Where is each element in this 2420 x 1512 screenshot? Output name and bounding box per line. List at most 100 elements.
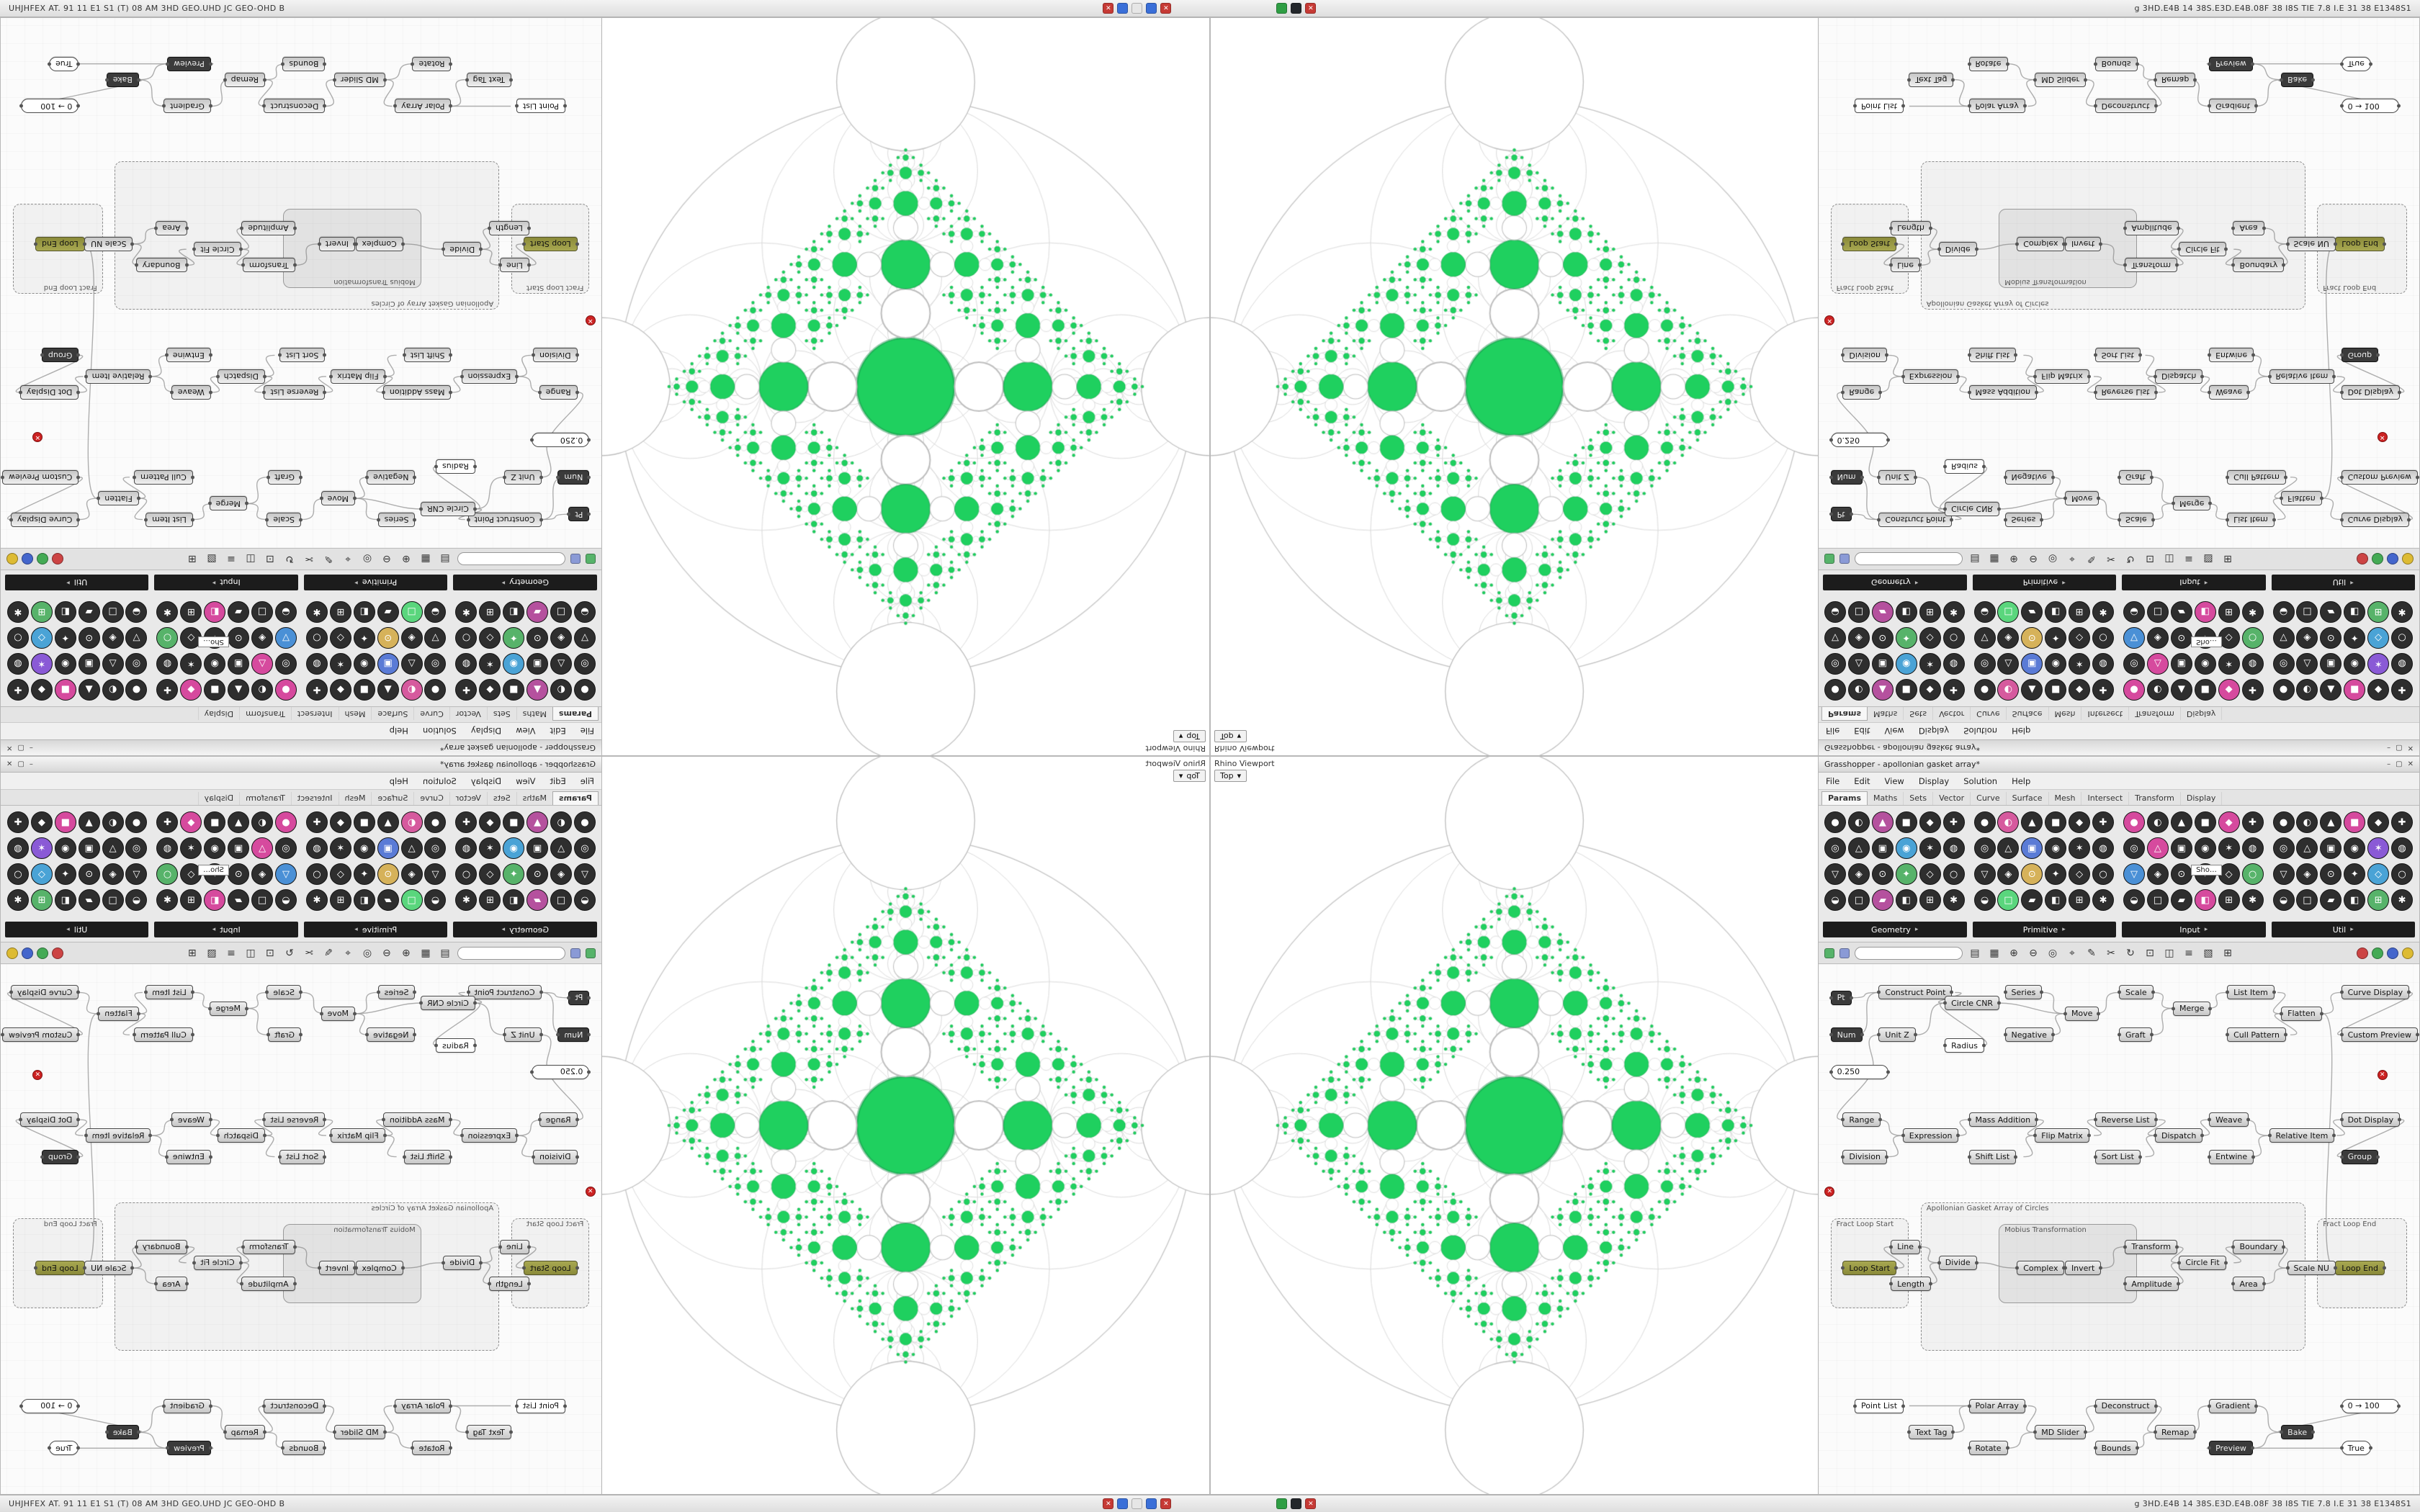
component-icon[interactable]: ◒ xyxy=(2272,601,2295,623)
open-icon[interactable]: ▤ xyxy=(440,947,450,959)
gh-node[interactable]: Circle CNR xyxy=(420,996,475,1011)
component-icon[interactable]: ◈ xyxy=(1997,863,2020,885)
gh-node[interactable]: Negative xyxy=(2004,1027,2053,1043)
component-icon[interactable]: ◈ xyxy=(1997,627,2020,649)
component-icon[interactable]: ◈ xyxy=(1847,627,1870,649)
component-icon[interactable]: ✱ xyxy=(2092,889,2115,911)
component-icon[interactable]: ◎ xyxy=(2123,653,2145,675)
component-icon[interactable]: ■ xyxy=(353,811,375,833)
gh-node[interactable]: Expression xyxy=(1902,1128,1959,1143)
gh-node[interactable]: Expression xyxy=(461,1128,518,1143)
gh-node[interactable]: Radius xyxy=(435,459,475,474)
component-icon[interactable]: ⊞ xyxy=(30,889,53,911)
component-icon[interactable]: ✶ xyxy=(180,837,202,859)
component-icon[interactable]: ▰ xyxy=(1871,601,1894,623)
component-icon[interactable]: ▣ xyxy=(526,837,549,859)
component-icon[interactable]: ✚ xyxy=(1942,811,1965,833)
component-icon[interactable]: △ xyxy=(2146,653,2169,675)
menu-item-solution[interactable]: Solution xyxy=(422,726,457,737)
component-icon[interactable]: ◆ xyxy=(2069,811,2091,833)
component-icon[interactable]: ◆ xyxy=(1919,679,1941,701)
component-icon[interactable]: ● xyxy=(125,811,148,833)
gh-node[interactable]: Sort List xyxy=(2094,348,2141,363)
component-icon[interactable]: ⊙ xyxy=(1871,863,1894,885)
app-icon-green[interactable] xyxy=(1276,1498,1288,1509)
preview-sphere-icon[interactable] xyxy=(2387,553,2398,565)
component-icon[interactable]: ■ xyxy=(503,679,525,701)
component-icon[interactable]: ◍ xyxy=(2241,653,2264,675)
gh-node[interactable]: Custom Preview xyxy=(2341,1027,2419,1043)
component-icon[interactable]: ▣ xyxy=(78,653,100,675)
recompute-icon[interactable]: ↻ xyxy=(2126,947,2135,959)
zoom-out-icon[interactable]: ⊖ xyxy=(2029,947,2038,959)
gh-node[interactable]: Curve Display xyxy=(2341,512,2410,527)
gh-node[interactable]: Dispatch xyxy=(2155,369,2203,384)
menu-item-solution[interactable]: Solution xyxy=(1963,726,1998,737)
component-icon[interactable]: ✦ xyxy=(2344,863,2366,885)
component-icon[interactable]: ● xyxy=(2123,811,2145,833)
component-icon[interactable]: ◍ xyxy=(2391,653,2414,675)
component-icon[interactable]: ✚ xyxy=(156,811,179,833)
component-icon[interactable]: ◇ xyxy=(2069,863,2091,885)
gh-node[interactable]: Move xyxy=(321,1006,356,1021)
gh-node[interactable]: Negative xyxy=(367,1027,416,1043)
ribbon-panel-name[interactable]: Util ▸ xyxy=(5,575,149,590)
toolbar-chip-icon[interactable] xyxy=(570,554,581,564)
component-icon[interactable]: ◍ xyxy=(455,653,478,675)
tab-display[interactable]: Display xyxy=(197,792,240,805)
gh-node[interactable]: Pt xyxy=(568,507,590,522)
component-icon[interactable]: ◇ xyxy=(2367,627,2390,649)
component-icon[interactable]: ◉ xyxy=(54,837,76,859)
component-icon[interactable]: ◈ xyxy=(550,627,573,649)
component-icon[interactable]: ◎ xyxy=(275,837,297,859)
component-icon[interactable]: △ xyxy=(1997,653,2020,675)
gh-node[interactable]: Curve Display xyxy=(10,512,79,527)
preview-sphere-icon[interactable] xyxy=(52,553,63,565)
error-icon[interactable]: ✕ xyxy=(585,315,596,325)
gh-node[interactable]: Move xyxy=(321,491,356,506)
component-icon[interactable]: ◈ xyxy=(2296,863,2318,885)
list-icon[interactable]: ≡ xyxy=(227,947,236,959)
component-icon[interactable]: ✶ xyxy=(1919,837,1941,859)
component-icon[interactable]: ◇ xyxy=(479,863,501,885)
gh-node[interactable]: Expression xyxy=(1902,369,1959,384)
component-icon[interactable]: ◍ xyxy=(156,837,179,859)
component-icon[interactable]: ✦ xyxy=(2344,627,2366,649)
focus-icon[interactable]: ⌖ xyxy=(345,947,351,959)
gh-node[interactable]: Polar Array xyxy=(395,1398,452,1413)
tab-mesh[interactable]: Mesh xyxy=(338,707,372,720)
gh-node[interactable]: 0 → 100 xyxy=(21,1398,79,1413)
component-icon[interactable]: ✱ xyxy=(1942,601,1965,623)
component-icon[interactable]: ◉ xyxy=(204,653,226,675)
component-icon[interactable]: ◍ xyxy=(305,837,328,859)
gh-node[interactable]: Reverse List xyxy=(264,1112,326,1128)
component-icon[interactable]: ▲ xyxy=(2021,679,2043,701)
component-icon[interactable]: ◆ xyxy=(2069,679,2091,701)
component-icon[interactable]: ▲ xyxy=(2320,811,2342,833)
menu-item-view[interactable]: View xyxy=(1884,775,1904,786)
tab-surface[interactable]: Surface xyxy=(2007,792,2049,805)
component-icon[interactable]: ■ xyxy=(353,679,375,701)
component-icon[interactable]: ■ xyxy=(204,679,226,701)
gh-node[interactable]: True xyxy=(2341,56,2371,71)
maximize-icon[interactable]: ▢ xyxy=(2396,760,2403,768)
component-icon[interactable]: ◐ xyxy=(400,679,423,701)
component-icon[interactable]: ▲ xyxy=(377,679,399,701)
component-icon[interactable]: □ xyxy=(2296,601,2318,623)
component-icon[interactable]: ◈ xyxy=(251,863,274,885)
component-icon[interactable]: ◈ xyxy=(2146,627,2169,649)
component-icon[interactable]: ◧ xyxy=(204,889,226,911)
component-icon[interactable]: ✶ xyxy=(479,837,501,859)
gh-node[interactable]: Boundary xyxy=(135,258,187,273)
component-icon[interactable]: ◐ xyxy=(251,811,274,833)
component-icon[interactable]: ◉ xyxy=(2194,653,2216,675)
component-icon[interactable]: ⊞ xyxy=(180,889,202,911)
component-icon[interactable]: □ xyxy=(102,889,124,911)
split-icon[interactable]: ◫ xyxy=(246,947,256,959)
component-icon[interactable]: ◧ xyxy=(54,601,76,623)
gh-node[interactable]: Line xyxy=(1891,1239,1921,1254)
component-icon[interactable]: ◐ xyxy=(550,811,573,833)
preview-sphere-icon[interactable] xyxy=(6,947,18,959)
gh-node[interactable]: Loop End xyxy=(2335,1261,2385,1276)
gh-node[interactable]: Series xyxy=(377,985,416,1000)
